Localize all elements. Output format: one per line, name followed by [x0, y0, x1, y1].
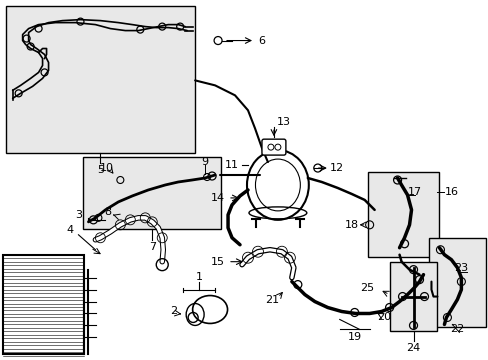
Text: 23: 23 — [453, 263, 468, 273]
Text: 22: 22 — [449, 324, 464, 334]
Text: 2: 2 — [169, 306, 176, 316]
Text: 10: 10 — [99, 163, 113, 173]
FancyBboxPatch shape — [428, 238, 486, 328]
FancyBboxPatch shape — [262, 139, 285, 155]
Text: 1: 1 — [195, 272, 202, 282]
FancyBboxPatch shape — [367, 172, 439, 257]
Text: 7: 7 — [148, 242, 156, 252]
Text: 18: 18 — [344, 220, 358, 230]
Text: 4: 4 — [67, 225, 74, 235]
Text: 20: 20 — [377, 312, 391, 323]
Text: 9: 9 — [201, 157, 208, 167]
Text: 13: 13 — [276, 117, 290, 127]
FancyBboxPatch shape — [2, 255, 84, 354]
Text: 24: 24 — [406, 343, 420, 354]
Text: 8: 8 — [103, 207, 111, 217]
Text: 3: 3 — [75, 210, 82, 220]
Text: 21: 21 — [264, 294, 279, 305]
Text: 5: 5 — [97, 165, 103, 175]
Text: 12: 12 — [329, 163, 343, 173]
FancyBboxPatch shape — [83, 157, 221, 229]
Text: 6: 6 — [258, 36, 265, 46]
FancyBboxPatch shape — [6, 6, 195, 153]
Text: 15: 15 — [211, 257, 224, 267]
Text: 16: 16 — [444, 187, 457, 197]
FancyBboxPatch shape — [389, 262, 437, 332]
Text: 11: 11 — [224, 160, 239, 170]
Text: 19: 19 — [347, 332, 361, 342]
Text: 25: 25 — [360, 283, 374, 293]
Text: 14: 14 — [211, 193, 224, 203]
Text: 17: 17 — [407, 187, 421, 197]
